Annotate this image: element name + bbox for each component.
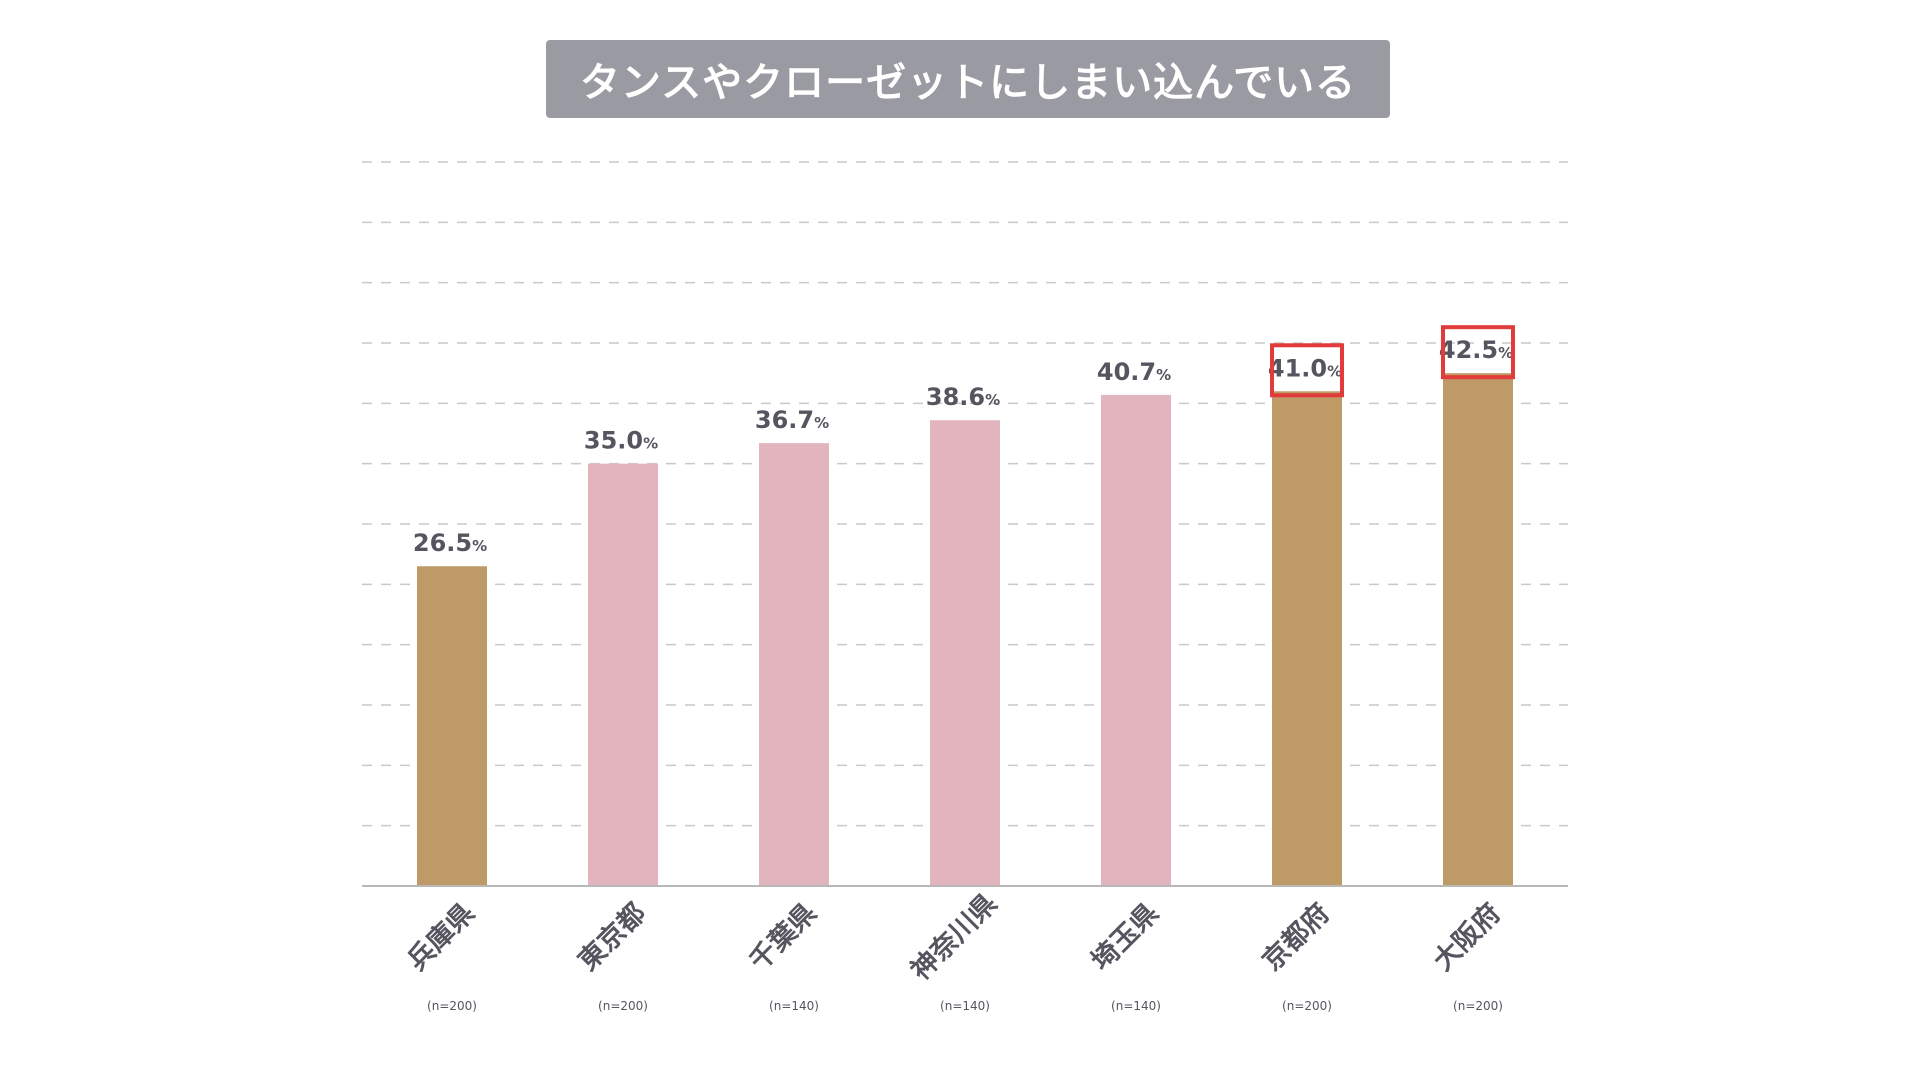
chart-title: タンスやクローゼットにしまい込んでいる bbox=[546, 40, 1390, 118]
bar-6 bbox=[1272, 391, 1342, 886]
value-label-5: 40.7% bbox=[1097, 358, 1171, 386]
sample-size-label-5: (n=140) bbox=[1111, 999, 1161, 1013]
category-label-5: 埼玉県 bbox=[1086, 898, 1165, 977]
x-axis: 兵庫県 (n=200) 東京都 (n=200) 千葉県 (n=140) 神奈川県 (n=140… bbox=[362, 885, 1568, 1013]
value-labels: 26.5% 35.0% 36.7% 38.6% 40.7% 41.0% 42.5% bbox=[413, 325, 1515, 557]
category-label-1: 兵庫県 bbox=[402, 898, 481, 977]
value-label-6: 41.0% bbox=[1268, 354, 1342, 382]
sample-size-label-4: (n=140) bbox=[940, 999, 990, 1013]
bar-5 bbox=[1101, 394, 1171, 886]
sample-size-label-7: (n=200) bbox=[1453, 999, 1503, 1013]
category-label-3: 千葉県 bbox=[744, 898, 823, 977]
value-label-3: 36.7% bbox=[755, 406, 829, 434]
bar-7 bbox=[1443, 373, 1513, 887]
category-label-2: 東京都 bbox=[572, 897, 652, 977]
category-label-6: 京都府 bbox=[1256, 897, 1336, 977]
category-label-7: 大阪府 bbox=[1427, 897, 1507, 977]
highlight-box-6 bbox=[1270, 343, 1344, 398]
bars bbox=[417, 373, 1513, 887]
value-label-7: 42.5% bbox=[1439, 336, 1513, 364]
bar-2 bbox=[588, 463, 658, 886]
sample-size-label-6: (n=200) bbox=[1282, 999, 1332, 1013]
sample-size-label-3: (n=140) bbox=[769, 999, 819, 1013]
bar-1 bbox=[417, 566, 487, 886]
sample-size-label-1: (n=200) bbox=[427, 999, 477, 1013]
bar-4 bbox=[930, 420, 1000, 886]
sample-size-label-2: (n=200) bbox=[598, 999, 648, 1013]
bar-3 bbox=[759, 443, 829, 886]
value-label-2: 35.0% bbox=[584, 427, 658, 455]
category-label-4: 神奈川県 bbox=[905, 888, 1003, 986]
value-label-4: 38.6% bbox=[926, 383, 1000, 411]
highlight-box-7 bbox=[1441, 325, 1515, 380]
value-label-1: 26.5% bbox=[413, 529, 487, 557]
